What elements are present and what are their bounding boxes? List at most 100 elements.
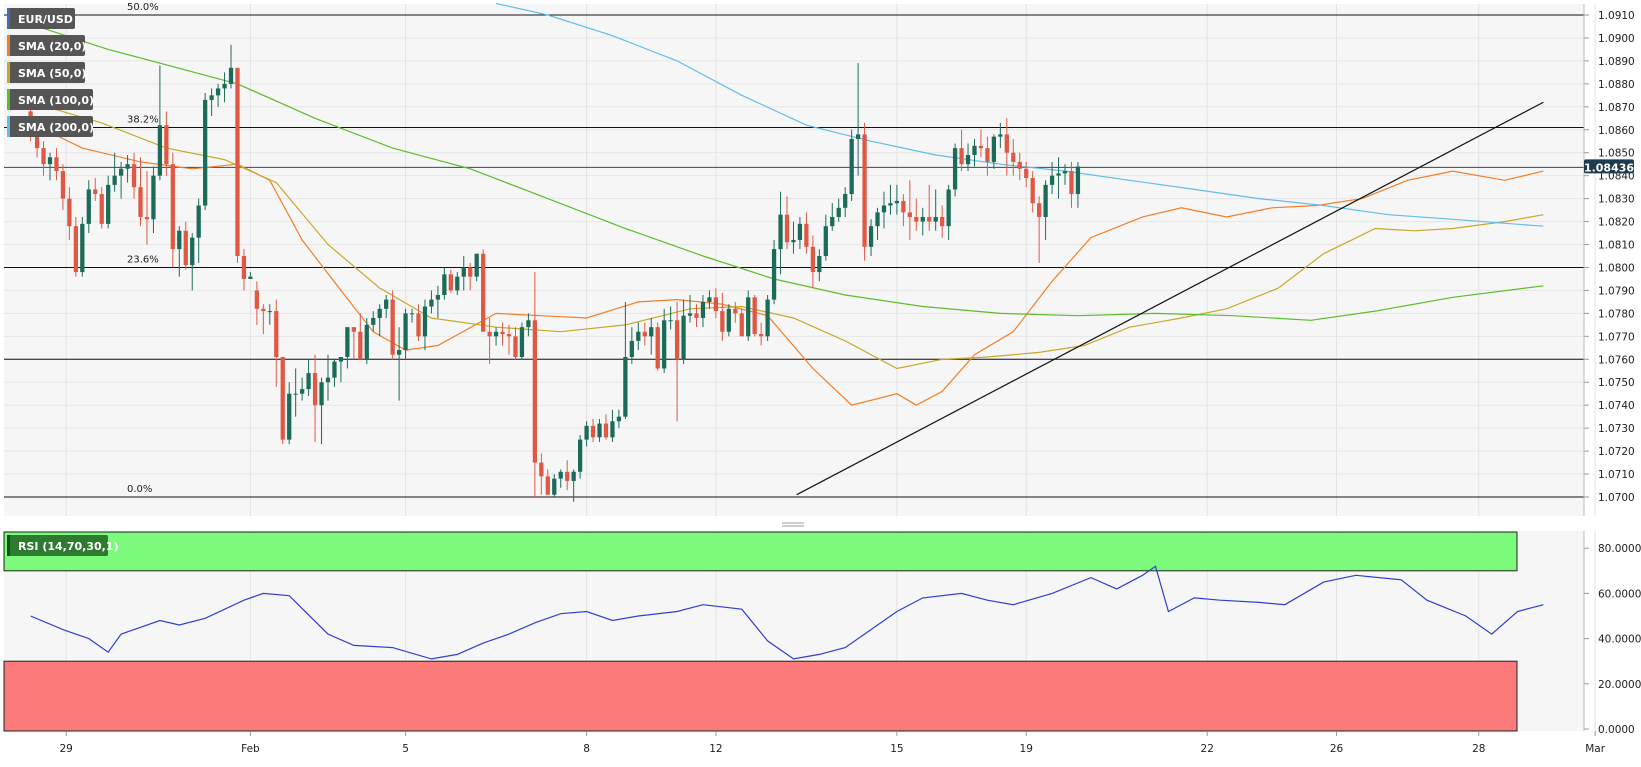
legend-sma100[interactable]: SMA (100,0) bbox=[7, 89, 94, 110]
candle bbox=[390, 290, 395, 360]
candle bbox=[687, 295, 693, 323]
candle-body bbox=[177, 230, 182, 250]
sma-line bbox=[30, 101, 1544, 370]
candle bbox=[545, 469, 550, 495]
symbol-tag[interactable]: EUR/USD bbox=[7, 8, 75, 29]
candle bbox=[830, 203, 835, 231]
candle-body bbox=[797, 223, 803, 240]
candle bbox=[746, 290, 751, 341]
price-tick-label: 1.0830 bbox=[1598, 194, 1635, 206]
price-tick-label: 1.0810 bbox=[1598, 240, 1635, 252]
time-axis: 29 Feb 5 8 12 15 19 22 26 28 Mar bbox=[59, 731, 1606, 755]
price-tick-label: 1.0760 bbox=[1598, 354, 1635, 366]
candle-body bbox=[720, 311, 725, 332]
price-tick-label: 1.0780 bbox=[1598, 308, 1635, 320]
candle-body bbox=[384, 299, 389, 309]
legend-sma50[interactable]: SMA (50,0) bbox=[7, 62, 86, 83]
candle bbox=[565, 460, 570, 491]
candle bbox=[804, 212, 809, 254]
candle-body bbox=[435, 295, 441, 300]
candle-body bbox=[170, 164, 175, 250]
legend-sma200[interactable]: SMA (200,0) bbox=[7, 116, 94, 137]
candle-body bbox=[222, 83, 227, 89]
candle bbox=[345, 327, 350, 369]
rsi-tag[interactable]: RSI (14,70,30,1) bbox=[7, 535, 118, 556]
candle-body bbox=[513, 336, 518, 357]
candle bbox=[73, 216, 78, 277]
candle-body bbox=[41, 148, 46, 165]
candle-body bbox=[429, 299, 434, 307]
candle bbox=[203, 93, 208, 211]
candle bbox=[429, 290, 434, 314]
candle bbox=[299, 377, 305, 401]
legend-sma100-label: SMA (100,0) bbox=[18, 94, 94, 107]
candle bbox=[261, 304, 266, 335]
price-tick-label: 1.0900 bbox=[1598, 33, 1635, 45]
candle bbox=[106, 175, 111, 229]
candle bbox=[946, 184, 951, 240]
candle bbox=[274, 299, 279, 387]
candle bbox=[144, 171, 150, 245]
candle-body bbox=[810, 246, 815, 273]
candle bbox=[1075, 161, 1081, 208]
sma-line bbox=[495, 2, 1544, 227]
candle bbox=[338, 356, 344, 383]
candle bbox=[125, 155, 130, 183]
sma-line bbox=[30, 122, 1544, 406]
candle-body bbox=[687, 313, 693, 316]
candle bbox=[1056, 157, 1061, 199]
candle-body bbox=[694, 313, 699, 318]
rsi-tick-label: 80.0000 bbox=[1598, 543, 1641, 555]
candle-body bbox=[1043, 184, 1048, 217]
candle bbox=[577, 435, 583, 479]
candle-body bbox=[106, 184, 111, 224]
candle bbox=[312, 354, 318, 442]
candle bbox=[157, 65, 163, 181]
candle-body bbox=[190, 237, 195, 266]
candle-body bbox=[306, 373, 311, 390]
candle-body bbox=[338, 356, 344, 362]
price-tick-label: 1.0740 bbox=[1598, 400, 1635, 412]
candle bbox=[86, 180, 91, 234]
candle bbox=[500, 322, 505, 346]
candle bbox=[571, 469, 576, 502]
candle bbox=[881, 191, 887, 229]
panel-splitter[interactable] bbox=[782, 522, 804, 527]
candle-body bbox=[138, 187, 143, 217]
candle bbox=[998, 122, 1003, 149]
candle-body bbox=[248, 276, 253, 279]
price-tick-label: 1.0720 bbox=[1598, 446, 1635, 458]
legend-sma50-label: SMA (50,0) bbox=[18, 67, 86, 80]
candle bbox=[151, 166, 156, 234]
legend-sma50-swatch bbox=[7, 62, 10, 83]
rsi-line bbox=[30, 565, 1544, 660]
price-tick-label: 1.0710 bbox=[1598, 469, 1635, 481]
price-tick-label: 1.0910 bbox=[1598, 10, 1635, 22]
candle-body bbox=[299, 389, 305, 394]
candle-body bbox=[991, 136, 997, 162]
candle bbox=[875, 207, 880, 240]
rsi-tick-label: 0.0000 bbox=[1598, 724, 1635, 736]
candle-body bbox=[655, 327, 660, 369]
candle-body bbox=[455, 276, 460, 291]
time-tick-label: 22 bbox=[1201, 743, 1214, 755]
candle bbox=[862, 122, 867, 261]
candle bbox=[1037, 196, 1042, 263]
time-tick-label: 5 bbox=[402, 743, 409, 755]
time-tick-label: 26 bbox=[1330, 743, 1344, 755]
candle bbox=[461, 256, 466, 291]
candle bbox=[442, 267, 447, 300]
candle-body bbox=[791, 239, 796, 243]
candle-body bbox=[125, 164, 130, 169]
candle-body bbox=[487, 331, 492, 337]
candle-body bbox=[603, 423, 609, 438]
time-tick-label: 19 bbox=[1020, 743, 1033, 755]
candle bbox=[196, 198, 201, 263]
candle-body bbox=[164, 125, 169, 165]
candle-body bbox=[254, 290, 260, 309]
candle-body bbox=[610, 421, 615, 438]
candle-body bbox=[474, 253, 479, 277]
candle-body bbox=[396, 350, 402, 355]
candle bbox=[493, 327, 499, 346]
legend-sma20[interactable]: SMA (20,0) bbox=[7, 35, 86, 56]
